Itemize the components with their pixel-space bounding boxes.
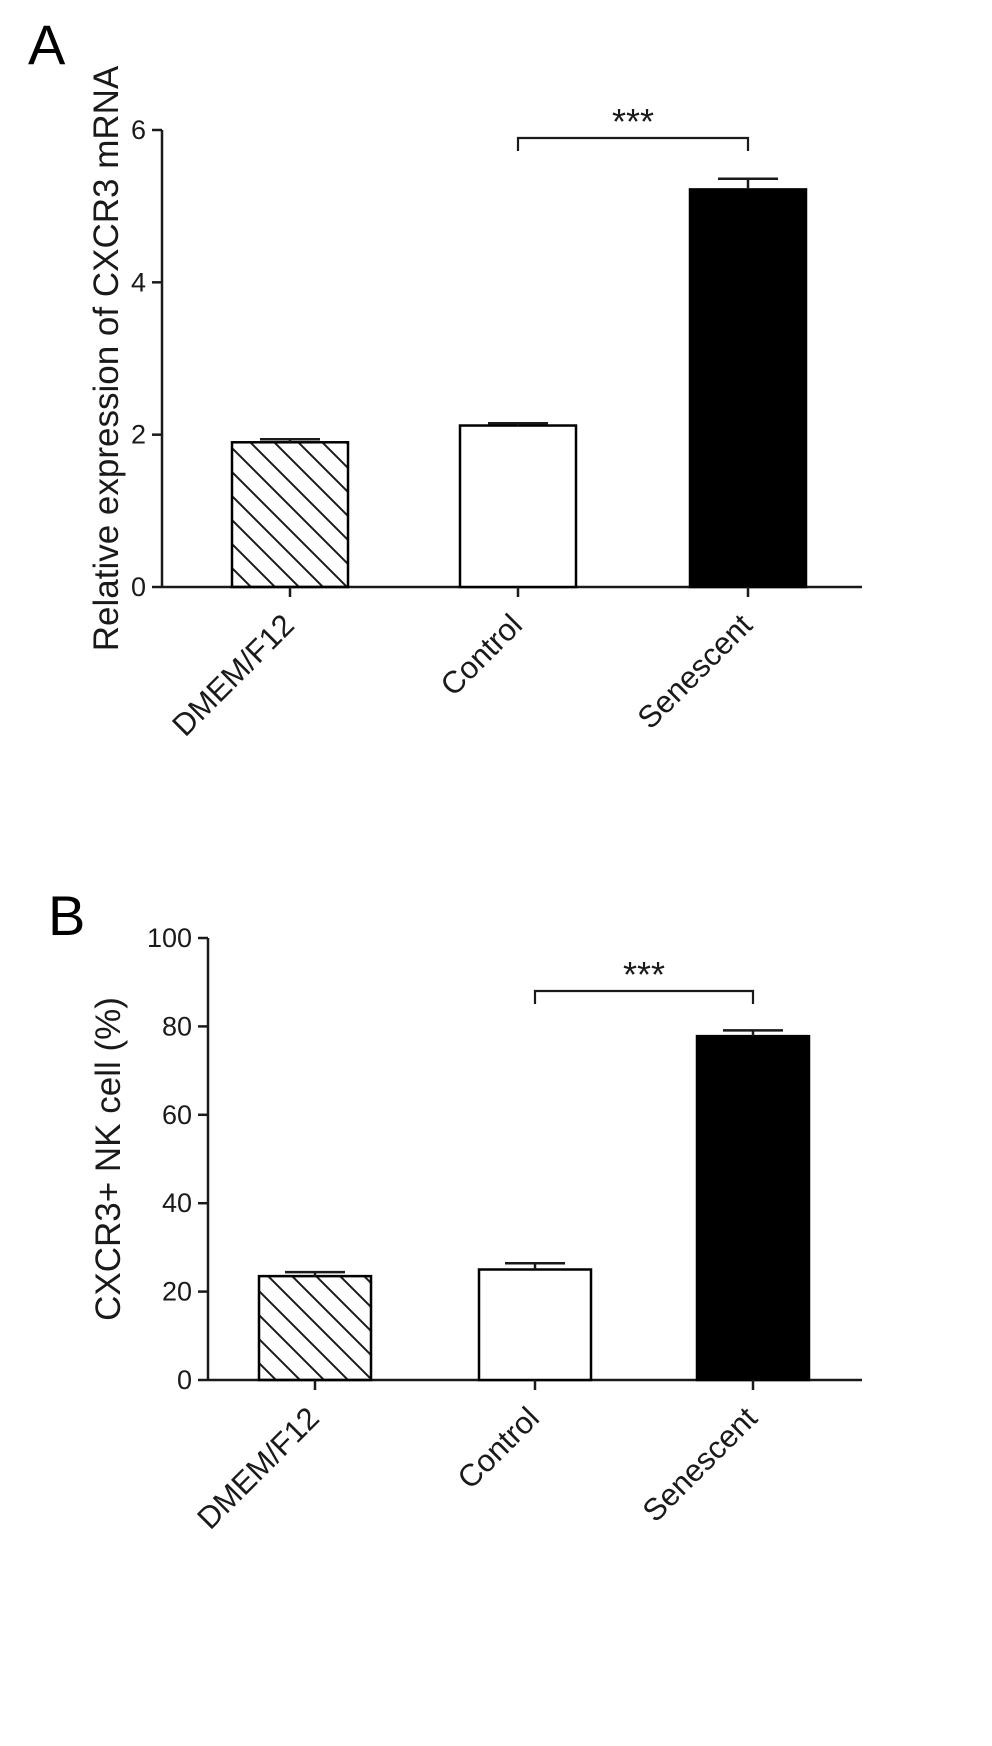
significance-label: *** — [612, 101, 654, 142]
y-tick-label: 80 — [162, 1011, 192, 1041]
x-category-label: Control — [434, 607, 529, 702]
bar-dmem-f12 — [257, 1274, 373, 1382]
y-tick-label: 0 — [131, 572, 146, 602]
y-tick-label: 0 — [177, 1365, 192, 1395]
significance-bracket — [533, 989, 755, 1004]
x-category-label: Senescent — [636, 1400, 765, 1529]
y-tick-label: 2 — [131, 420, 146, 450]
bar-dmem-f12 — [230, 441, 350, 589]
panel-label: B — [48, 884, 85, 947]
bar-senescent — [695, 1034, 811, 1382]
x-category-label: DMEM/F12 — [165, 607, 301, 743]
y-tick-label: 40 — [162, 1188, 192, 1218]
significance-bracket — [516, 136, 750, 151]
y-tick-label: 4 — [131, 267, 146, 297]
y-axis-title: CXCR3+ NK cell (%) — [89, 997, 128, 1321]
y-tick-label: 60 — [162, 1100, 192, 1130]
x-category-label: DMEM/F12 — [190, 1400, 326, 1536]
y-axis-title: Relative expression of CXCR3 mRNA — [87, 65, 126, 651]
panel-label: A — [28, 13, 66, 76]
y-tick-label: 100 — [147, 923, 192, 953]
bar-control — [458, 424, 578, 589]
y-tick-label: 20 — [162, 1277, 192, 1307]
bar-control — [477, 1268, 593, 1382]
chart-panel-b: B 0 20 40 60 80 100 CXCR3+ NK cell (%) DMEM/F12 C… — [48, 884, 862, 1536]
y-tick-label: 6 — [131, 115, 146, 145]
bar-senescent — [688, 188, 808, 589]
significance-label: *** — [623, 954, 665, 995]
x-category-label: Senescent — [631, 607, 760, 736]
x-category-label: Control — [451, 1400, 546, 1495]
